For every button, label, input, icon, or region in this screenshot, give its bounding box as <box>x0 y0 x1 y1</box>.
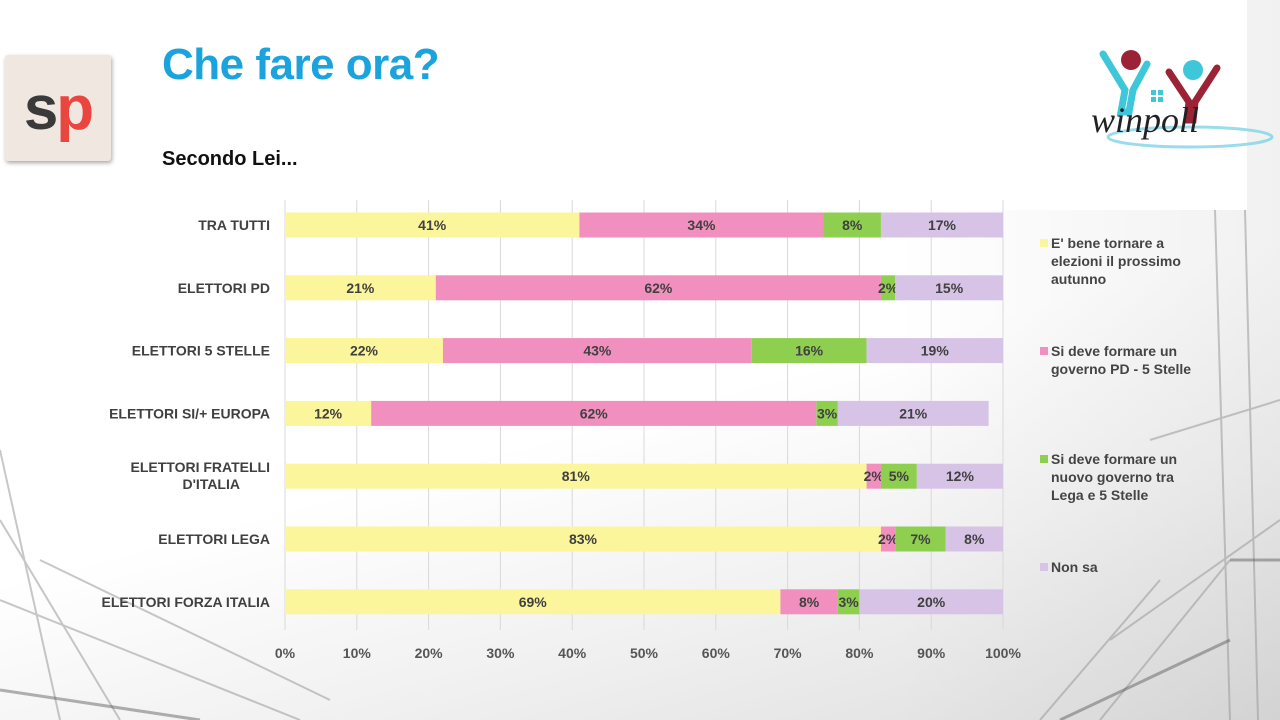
x-tick-label: 0% <box>275 645 296 661</box>
bar-segment <box>866 463 881 489</box>
legend-label: Non sa <box>1051 559 1098 575</box>
x-tick-label: 60% <box>702 645 731 661</box>
bar-segment <box>859 589 1003 615</box>
bar-segment <box>285 463 867 489</box>
bar-segment <box>880 275 896 301</box>
data-label: 2% <box>878 531 899 547</box>
bar-segment <box>435 275 881 301</box>
data-label: 62% <box>580 405 609 421</box>
data-label: 5% <box>889 468 910 484</box>
data-label: 43% <box>583 343 612 359</box>
data-label: 21% <box>346 280 375 296</box>
legend-label: Si deve formare un governo PD - 5 Stelle <box>1051 343 1192 377</box>
bar-segment <box>895 275 1003 301</box>
data-label: 83% <box>569 531 598 547</box>
bar-segment <box>371 400 817 426</box>
data-label: 12% <box>314 405 343 421</box>
data-label: 21% <box>899 405 928 421</box>
winpoll-logo-text: winpoll <box>1091 100 1199 140</box>
data-label: 34% <box>687 217 716 233</box>
legend-swatch <box>1040 239 1048 247</box>
legend-swatch <box>1040 563 1048 571</box>
stacked-bar-chart: 0% 10% 20% 30% 40% 50% 60% 70% 80% 90% 100% TRA TUT… <box>101 200 1021 661</box>
page-subtitle: Secondo Lei... <box>162 148 298 170</box>
bar-segment <box>823 212 881 238</box>
category-label: ELETTORI FORZA ITALIA <box>101 594 270 610</box>
bar-segment <box>442 338 752 364</box>
page-title: Che fare ora? <box>162 40 440 89</box>
bar-segment <box>816 400 838 426</box>
bar-segment <box>837 400 989 426</box>
data-label: 8% <box>799 594 820 610</box>
winpoll-logo: winpoll <box>1085 42 1275 157</box>
data-label: 2% <box>878 280 899 296</box>
x-tick-label: 20% <box>415 645 444 661</box>
x-tick-label: 50% <box>630 645 659 661</box>
bar-segment <box>866 338 1003 364</box>
category-label: ELETTORI LEGA <box>158 531 270 547</box>
bar-segment <box>837 589 860 615</box>
category-label: ELETTORI 5 STELLE <box>132 343 270 359</box>
data-label: 17% <box>928 217 957 233</box>
data-label: 3% <box>817 405 838 421</box>
legend-swatch <box>1040 347 1048 355</box>
data-label: 7% <box>910 531 931 547</box>
bar-segment <box>880 526 896 552</box>
data-label: 3% <box>839 594 860 610</box>
sp-logo-letter-s: s <box>23 73 59 143</box>
x-tick-label: 80% <box>845 645 874 661</box>
data-label: 16% <box>795 343 824 359</box>
data-label: 41% <box>418 217 447 233</box>
data-label: 19% <box>921 343 950 359</box>
bar-segment <box>880 212 1003 238</box>
x-tick-label: 40% <box>558 645 587 661</box>
bar-segment <box>880 463 917 489</box>
category-label: TRA TUTTI <box>198 217 270 233</box>
data-label: 12% <box>946 468 975 484</box>
bar-segment <box>285 338 443 364</box>
bar-segment <box>285 589 781 615</box>
sp-logo-letter-p: p <box>56 73 94 143</box>
data-label: 62% <box>644 280 673 296</box>
bar-segment <box>579 212 824 238</box>
bar-segment <box>751 338 867 364</box>
bar-segment <box>916 463 1003 489</box>
data-label: 22% <box>350 343 379 359</box>
bar-segment <box>285 400 372 426</box>
data-label: 69% <box>519 594 548 610</box>
bar-segment <box>285 526 881 552</box>
data-label: 15% <box>935 280 964 296</box>
data-label: 8% <box>964 531 985 547</box>
x-tick-label: 100% <box>985 645 1021 661</box>
x-tick-label: 10% <box>343 645 372 661</box>
legend-swatch <box>1040 455 1048 463</box>
x-tick-label: 30% <box>486 645 515 661</box>
data-label: 81% <box>562 468 591 484</box>
category-label: ELETTORI PD <box>178 280 270 296</box>
x-tick-label: 90% <box>917 645 946 661</box>
data-label: 8% <box>842 217 863 233</box>
bar-segment <box>285 212 580 238</box>
data-label: 2% <box>864 468 885 484</box>
category-label: ELETTORI SI/+ EUROPA <box>109 405 270 421</box>
bar-segment <box>945 526 1003 552</box>
bar-segment <box>285 275 436 301</box>
category-label: ELETTORI FRATELLI D'ITALIA <box>131 459 270 492</box>
data-label: 20% <box>917 594 946 610</box>
bar-segment <box>780 589 838 615</box>
x-tick-label: 70% <box>774 645 803 661</box>
legend-label: E' bene tornare a elezioni il prossimo a… <box>1051 235 1181 287</box>
header-panel <box>0 0 1247 210</box>
legend-label: Si deve formare un nuovo governo tra Leg… <box>1051 451 1178 503</box>
bar-segment <box>895 526 946 552</box>
